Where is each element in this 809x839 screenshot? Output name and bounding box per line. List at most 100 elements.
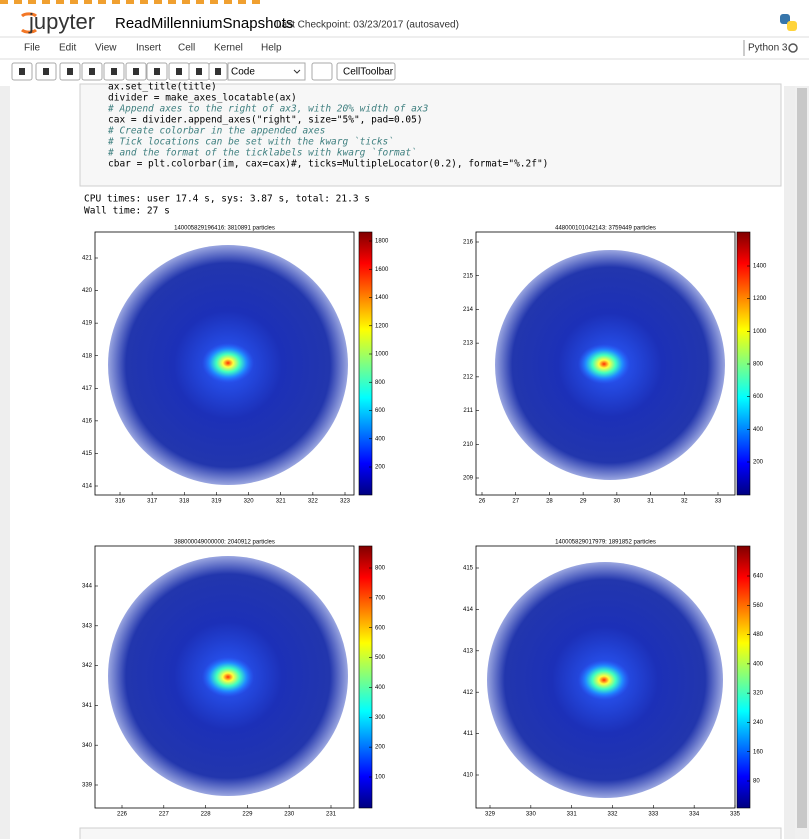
colorbar-tick-label: 800	[375, 380, 386, 386]
colorbar-tick-label: 320	[753, 691, 764, 697]
x-tick-label: 318	[179, 499, 190, 505]
toolbar-icon	[133, 68, 139, 75]
x-tick-label: 26	[479, 499, 486, 505]
y-tick-label: 416	[82, 418, 93, 424]
colorbar-tick-label: 1000	[753, 329, 767, 335]
scrollbar-thumb[interactable]	[797, 88, 807, 828]
plot-title: 388000049000000: 2040912 particles	[174, 540, 275, 546]
x-tick-label: 231	[326, 812, 337, 818]
menu-item[interactable]: Insert	[136, 43, 161, 54]
plot-title: 140005829017979: 1891852 particles	[555, 540, 656, 546]
code-input[interactable]	[79, 83, 782, 187]
y-tick-label: 418	[82, 353, 93, 359]
toolbar-icon	[67, 68, 73, 75]
menu-item[interactable]: Help	[261, 43, 282, 54]
kernel-name: Python 3	[748, 43, 788, 54]
menu-item[interactable]: Kernel	[214, 43, 243, 54]
y-tick-label: 339	[82, 783, 93, 789]
output-line: Wall time: 27 s	[84, 206, 170, 217]
y-tick-label: 213	[463, 341, 474, 347]
y-tick-label: 216	[463, 240, 474, 246]
density-core	[202, 657, 254, 697]
y-tick-label: 419	[82, 321, 93, 327]
x-tick-label: 332	[607, 812, 618, 818]
colorbar-tick-label: 160	[753, 749, 764, 755]
colorbar-tick-label: 400	[753, 661, 764, 667]
colorbar-tick-label: 200	[375, 745, 386, 751]
colorbar-tick-label: 1400	[753, 264, 767, 270]
colorbar	[736, 545, 751, 809]
y-tick-label: 214	[463, 307, 474, 313]
colorbar-tick-label: 500	[375, 655, 386, 661]
x-tick-label: 333	[648, 812, 659, 818]
code-line: # Append axes to the right of ax3, with …	[107, 104, 429, 115]
kernel-indicator	[788, 43, 798, 53]
menu-item[interactable]: Cell	[178, 43, 195, 54]
colorbar-tick-label: 600	[753, 394, 764, 400]
colorbar-tick-label: 640	[753, 574, 764, 580]
density-core	[578, 344, 630, 384]
toolbar-icon	[215, 68, 221, 75]
colorbar-tick-label: 800	[753, 362, 764, 368]
y-tick-label: 211	[463, 408, 473, 414]
plot-title: 140005829196416: 3810891 particles	[174, 226, 275, 232]
code-line: cbar = plt.colorbar(im, cax=cax)#, ticks…	[108, 159, 548, 170]
x-tick-label: 321	[276, 499, 287, 505]
colorbar-tick-label: 1800	[375, 239, 389, 245]
jupyter-logo-mark	[20, 12, 38, 34]
colorbar-tick-label: 100	[375, 775, 386, 781]
colorbar	[358, 231, 373, 496]
output-line: CPU times: user 17.4 s, sys: 3.87 s, tot…	[84, 194, 370, 205]
x-tick-label: 229	[242, 812, 253, 818]
code-line: # Tick locations can be set with the kwa…	[107, 137, 394, 148]
colorbar-tick-label: 560	[753, 603, 764, 609]
code-line: divider = make_axes_locatable(ax)	[108, 93, 297, 104]
x-tick-label: 320	[244, 499, 255, 505]
cell-type[interactable]: Code	[231, 67, 255, 78]
colorbar-tick-label: 400	[375, 685, 386, 691]
jupyter-logo[interactable]: jupyter	[28, 9, 95, 34]
next-cell[interactable]	[79, 827, 782, 839]
colorbar-tick-label: 1600	[375, 267, 389, 273]
y-tick-label: 212	[463, 374, 474, 380]
menu-item[interactable]: File	[24, 43, 41, 54]
colorbar-tick-label: 80	[753, 779, 760, 785]
celltoolbar-label[interactable]: CellToolbar	[343, 67, 394, 78]
x-tick-label: 317	[147, 499, 158, 505]
toolbar-icon	[196, 68, 202, 75]
y-tick-label: 410	[463, 773, 474, 779]
plot: 140005829196416: 3810891 particles 316 317…	[82, 226, 389, 505]
toolbar	[11, 62, 228, 81]
y-tick-label: 344	[82, 584, 93, 590]
colorbar-tick-label: 400	[753, 427, 764, 433]
y-tick-label: 340	[82, 743, 93, 749]
y-tick-label: 215	[463, 273, 474, 279]
plot: 140005829017979: 1891852 particles 329 330…	[463, 540, 764, 818]
colorbar	[358, 545, 373, 809]
colorbar-tick-label: 700	[375, 595, 386, 601]
menu-item[interactable]: View	[95, 43, 117, 54]
checkpoint: Last Checkpoint: 03/23/2017 (autosaved)	[276, 20, 459, 31]
x-tick-label: 334	[689, 812, 700, 818]
menu-item[interactable]: Edit	[59, 43, 76, 54]
x-tick-label: 330	[526, 812, 537, 818]
y-tick-label: 414	[463, 607, 474, 613]
colorbar-tick-label: 1200	[753, 296, 767, 302]
notebook-name[interactable]: ReadMillenniumSnapshots	[115, 15, 293, 32]
code-line: # Create colorbar in the appended axes	[107, 126, 325, 137]
y-tick-label: 417	[82, 386, 93, 392]
x-tick-label: 33	[715, 499, 722, 505]
colorbar-tick-label: 200	[753, 460, 764, 466]
y-tick-label: 421	[82, 256, 93, 262]
x-tick-label: 29	[580, 499, 587, 505]
y-tick-label: 413	[463, 648, 474, 654]
toolbar-icon	[89, 68, 95, 75]
keyboard-button[interactable]	[311, 62, 333, 81]
output: CPU times: user 17.4 s, sys: 3.87 s, tot…	[84, 194, 370, 217]
colorbar-tick-label: 400	[375, 436, 386, 442]
menu-bar: File Edit View Insert Cell Kernel Help	[24, 43, 282, 54]
celltoolbar-button[interactable]	[336, 62, 396, 81]
x-tick-label: 228	[201, 812, 212, 818]
x-tick-label: 331	[567, 812, 578, 818]
cell-type-select[interactable]	[227, 62, 306, 81]
